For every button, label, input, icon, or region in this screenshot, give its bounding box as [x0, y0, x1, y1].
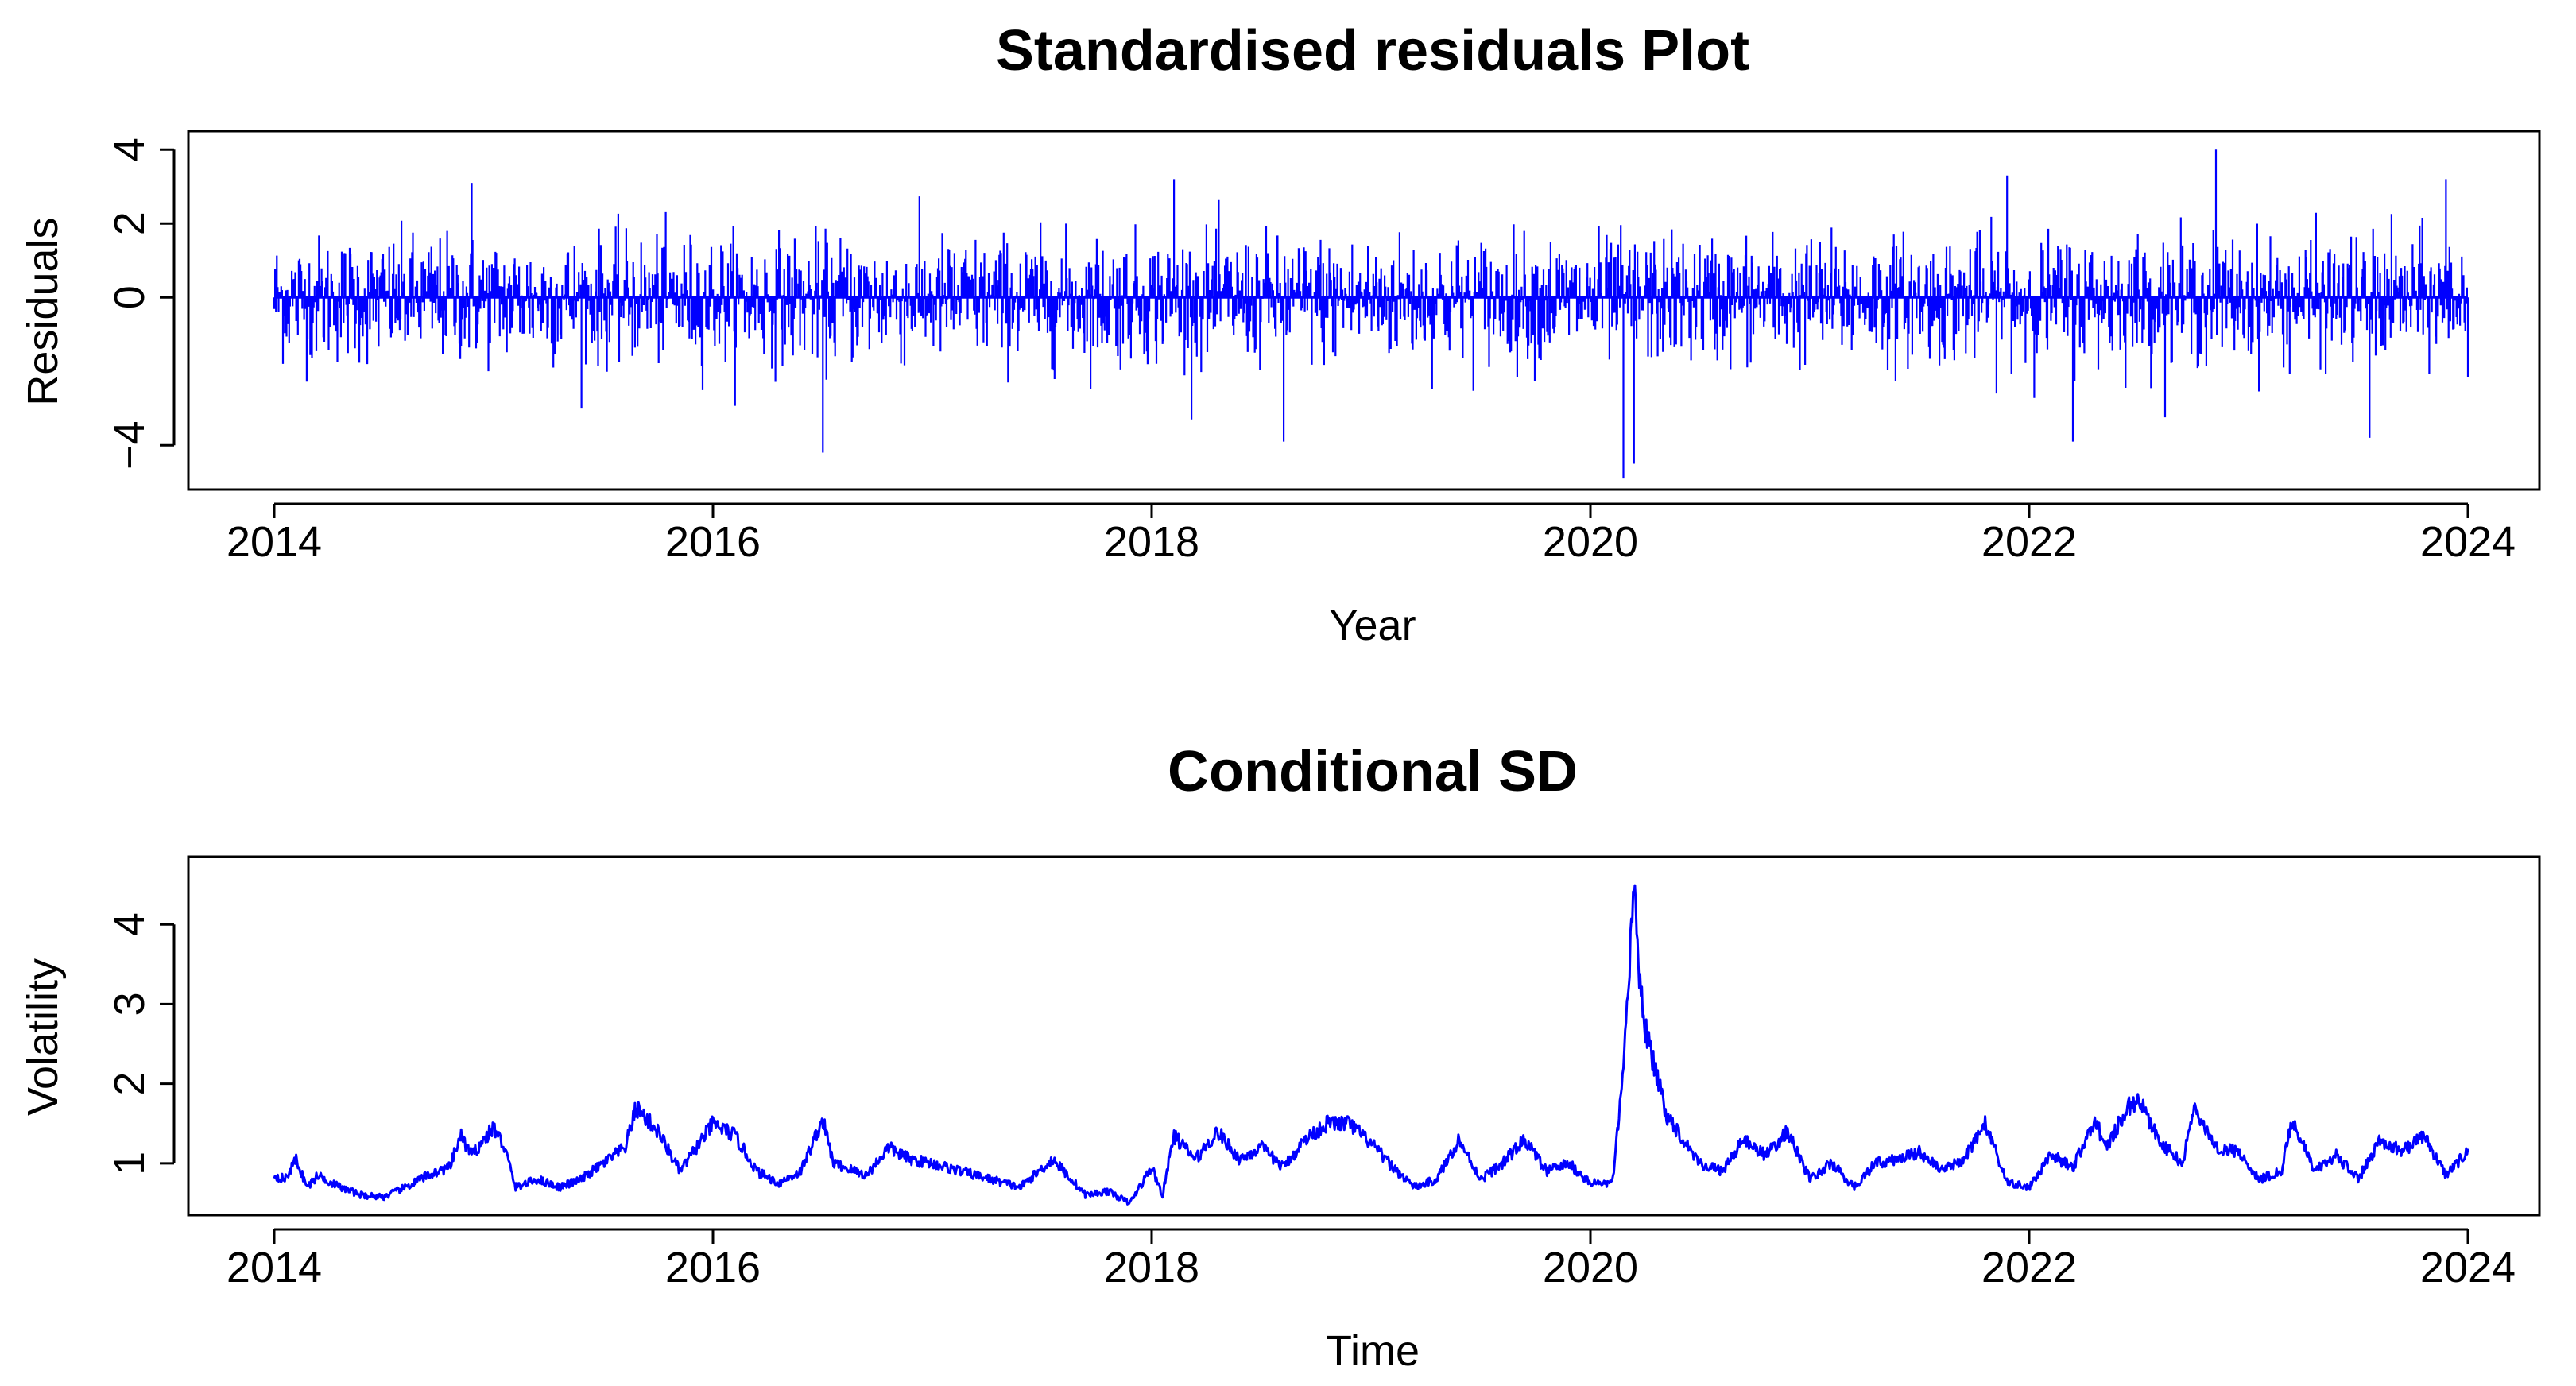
- residuals-title: Standardised residuals Plot: [996, 19, 1749, 83]
- y-tick-label: 3: [106, 992, 153, 1016]
- conditional-sd-y-label: Volatility: [19, 958, 67, 1116]
- y-tick-label: 0: [106, 285, 153, 309]
- x-tick-label: 2016: [665, 518, 761, 566]
- x-tick-label: 2022: [1981, 518, 2077, 566]
- x-tick-label: 2018: [1104, 518, 1199, 566]
- x-tick-label: 2020: [1543, 518, 1638, 566]
- x-tick-label: 2020: [1543, 1244, 1638, 1291]
- y-tick-label: 4: [106, 137, 153, 161]
- x-tick-label: 2018: [1104, 1244, 1199, 1291]
- x-tick-label: 2016: [665, 1244, 761, 1291]
- x-tick-label: 2022: [1981, 1244, 2077, 1291]
- residuals-panel: Standardised residuals Plot 2014 2016 2018…: [19, 19, 2541, 649]
- conditional-sd-series: [273, 884, 2469, 1206]
- residuals-y-label: Residuals: [19, 217, 67, 405]
- y-tick-label: 4: [106, 912, 153, 936]
- y-tick-label: 2: [106, 1072, 153, 1096]
- conditional-sd-x-axis: 2014 2016 2018 2020 2022 2024: [227, 1228, 2516, 1291]
- residuals-y-axis: 4 2 0 −4: [106, 137, 176, 470]
- residuals-spikes: [273, 149, 2469, 479]
- y-tick-label: 1: [106, 1152, 153, 1175]
- y-tick-label: −4: [106, 420, 153, 470]
- x-tick-label: 2024: [2420, 518, 2516, 566]
- conditional-sd-y-axis: 1 2 3 4: [106, 912, 176, 1175]
- y-tick-label: 2: [106, 211, 153, 235]
- conditional-sd-plot-frame: [187, 855, 2541, 1217]
- conditional-sd-panel: Conditional SD 2014 2016 2018 2020 2022 2024 …: [19, 740, 2541, 1375]
- conditional-sd-title: Conditional SD: [1168, 740, 1578, 803]
- x-tick-label: 2024: [2420, 1244, 2516, 1291]
- residuals-x-label: Year: [1329, 602, 1416, 649]
- residuals-plot-frame: [187, 130, 2541, 491]
- residuals-series: [273, 149, 2469, 479]
- conditional-sd-x-label: Time: [1326, 1327, 1420, 1375]
- residuals-x-axis: 2014 2016 2018 2020 2022 2024: [227, 502, 2516, 566]
- x-tick-label: 2014: [227, 518, 322, 566]
- x-tick-label: 2014: [227, 1244, 322, 1291]
- conditional-sd-line: [273, 884, 2469, 1206]
